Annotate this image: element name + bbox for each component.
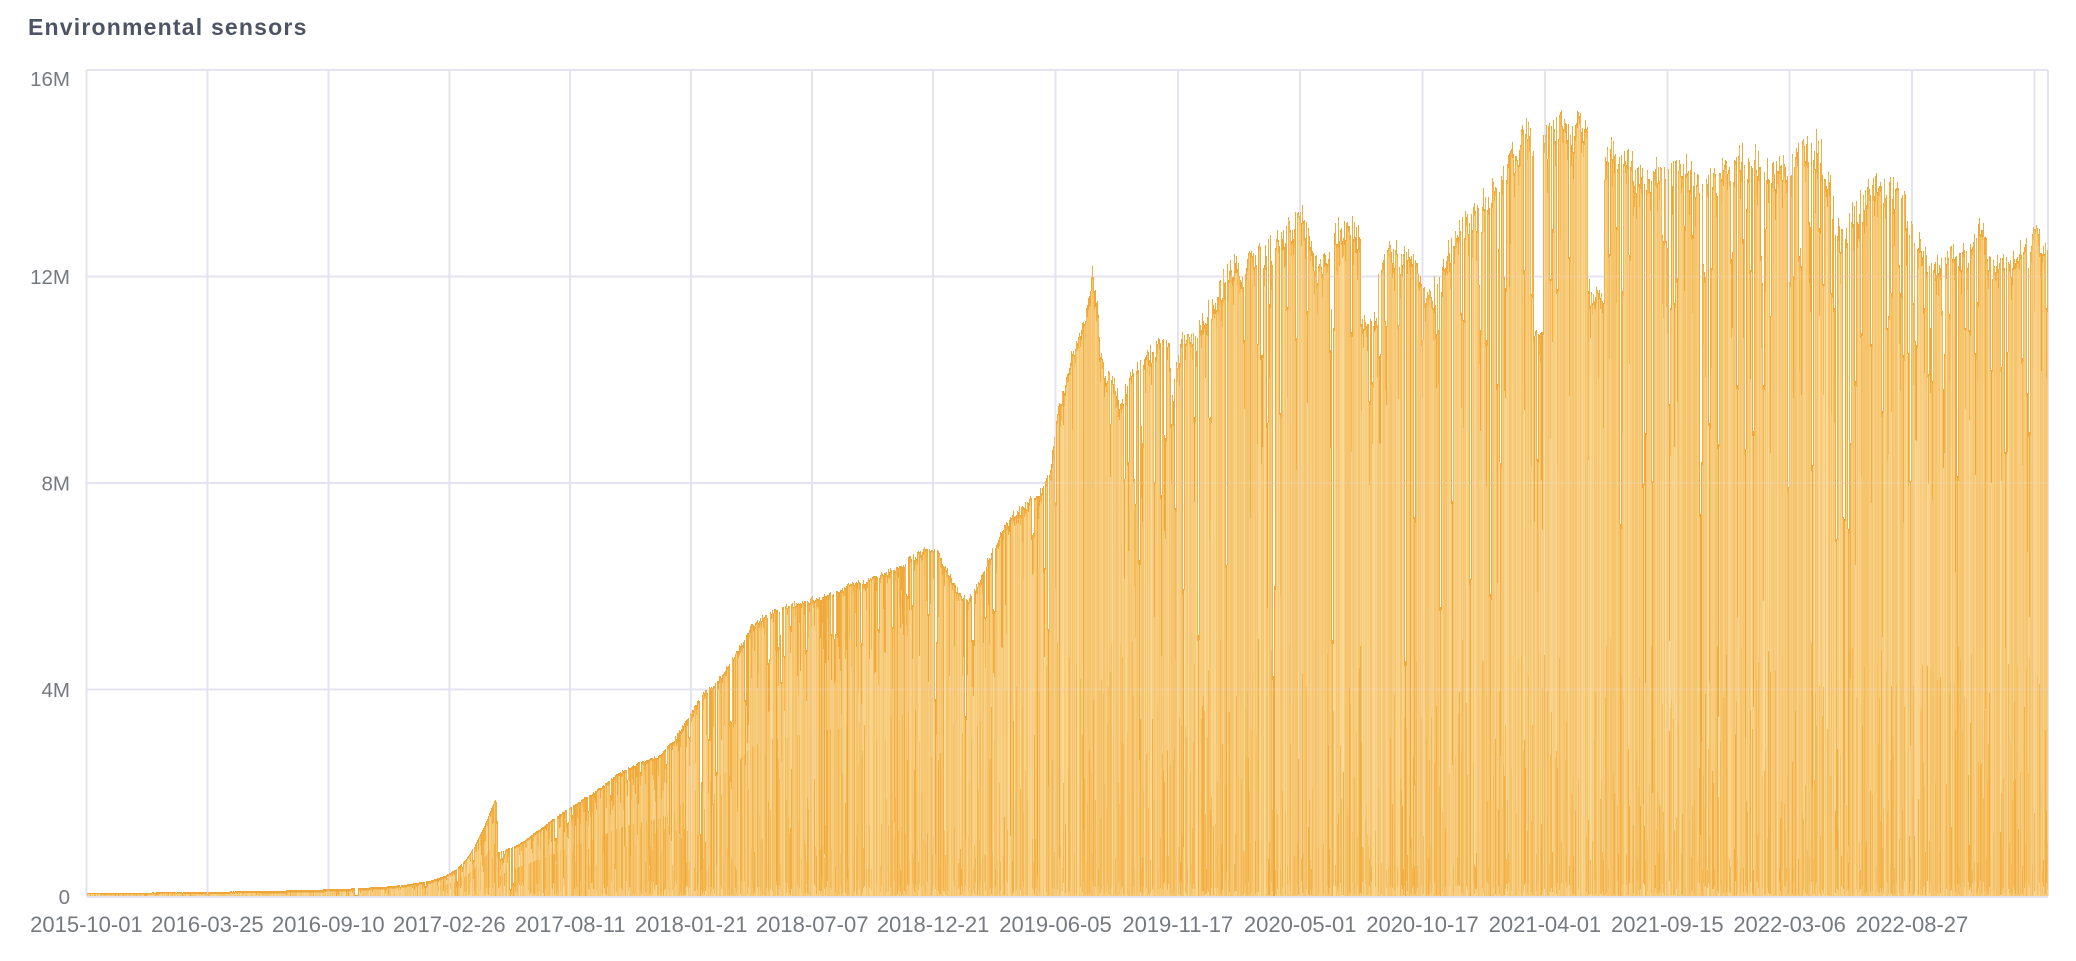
svg-text:2019-06-05: 2019-06-05 [999, 912, 1112, 937]
svg-text:2022-03-06: 2022-03-06 [1733, 912, 1846, 937]
svg-text:2019-11-17: 2019-11-17 [1122, 912, 1233, 937]
svg-text:2017-08-11: 2017-08-11 [515, 912, 626, 937]
svg-text:2021-04-01: 2021-04-01 [1489, 912, 1602, 937]
svg-text:0: 0 [59, 886, 70, 909]
svg-text:2015-10-01: 2015-10-01 [30, 912, 143, 937]
svg-text:2018-07-07: 2018-07-07 [756, 912, 869, 937]
svg-text:2021-09-15: 2021-09-15 [1611, 912, 1724, 937]
svg-text:2018-01-21: 2018-01-21 [635, 912, 748, 937]
svg-text:2020-05-01: 2020-05-01 [1244, 912, 1357, 937]
svg-text:2020-10-17: 2020-10-17 [1366, 912, 1479, 937]
svg-text:12M: 12M [30, 266, 70, 289]
svg-text:2017-02-26: 2017-02-26 [393, 912, 506, 937]
svg-text:2016-03-25: 2016-03-25 [151, 912, 264, 937]
svg-text:16M: 16M [30, 68, 70, 91]
svg-text:2016-09-10: 2016-09-10 [272, 912, 385, 937]
svg-text:8M: 8M [42, 473, 70, 496]
svg-text:4M: 4M [42, 679, 70, 702]
svg-text:2018-12-21: 2018-12-21 [877, 912, 990, 937]
svg-text:2022-08-27: 2022-08-27 [1856, 912, 1969, 937]
